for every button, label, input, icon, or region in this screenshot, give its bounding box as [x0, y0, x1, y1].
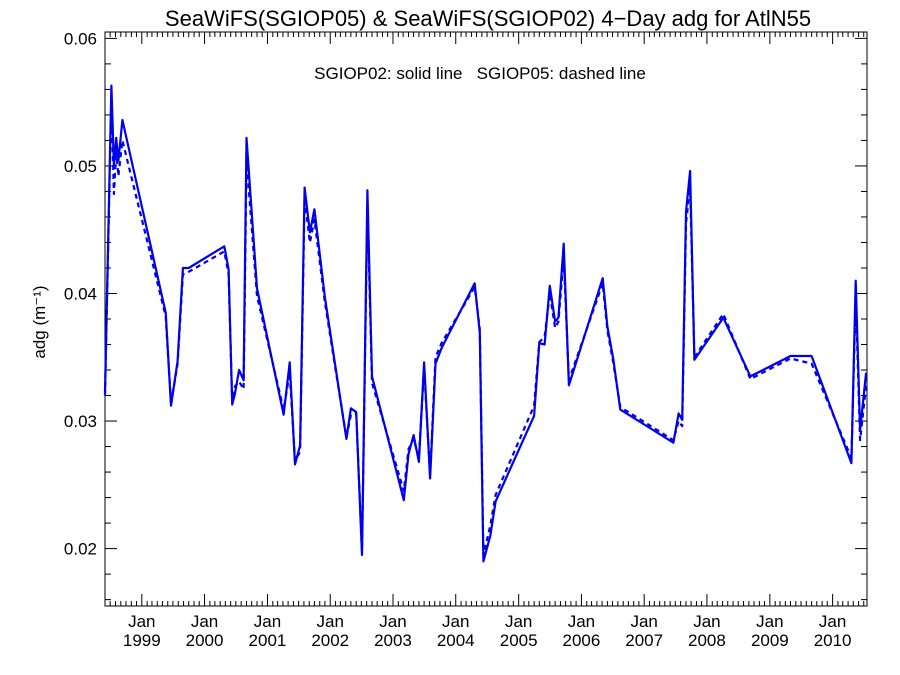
- x-tick-year-label: 2000: [186, 631, 224, 650]
- x-tick-year-label: 2009: [751, 631, 789, 650]
- plot-frame: [104, 31, 868, 607]
- x-tick-year-label: 2004: [437, 631, 475, 650]
- series-group: [103, 84, 868, 563]
- x-tick-year-label: 2002: [311, 631, 349, 650]
- y-tick-label: 0.03: [64, 412, 97, 431]
- series-line-solid: [103, 84, 868, 563]
- x-tick-year-label: 2010: [814, 631, 852, 650]
- x-tick-month-label: Jan: [819, 612, 846, 631]
- y-axis: 0.02 0.03 0.04 0.05 0.06: [64, 29, 867, 601]
- y-tick-label: 0.04: [64, 284, 97, 303]
- x-tick-year-label: 2003: [374, 631, 412, 650]
- x-tick-year-label: 2006: [563, 631, 601, 650]
- x-axis: Jan1999Jan2000Jan2001Jan2002Jan2003Jan20…: [109, 32, 865, 650]
- x-tick-year-label: 1999: [123, 631, 161, 650]
- series-line-dashed: [103, 94, 868, 557]
- x-tick-month-label: Jan: [630, 612, 657, 631]
- x-tick-month-label: Jan: [568, 612, 595, 631]
- x-tick-year-label: 2008: [688, 631, 726, 650]
- line-style-annotation: SGIOP02: solid line SGIOP05: dashed line: [314, 64, 646, 83]
- x-tick-month-label: Jan: [505, 612, 532, 631]
- y-tick-label: 0.06: [64, 29, 97, 48]
- y-tick-label: 0.05: [64, 157, 97, 176]
- x-tick-month-label: Jan: [756, 612, 783, 631]
- x-tick-year-label: 2005: [500, 631, 538, 650]
- y-tick-label: 0.02: [64, 540, 97, 559]
- x-tick-month-label: Jan: [317, 612, 344, 631]
- x-tick-year-label: 2007: [625, 631, 663, 650]
- x-tick-month-label: Jan: [191, 612, 218, 631]
- chart-title: SeaWiFS(SGIOP05) & SeaWiFS(SGIOP02) 4−Da…: [165, 6, 811, 31]
- x-tick-month-label: Jan: [379, 612, 406, 631]
- x-tick-month-label: Jan: [693, 612, 720, 631]
- x-tick-year-label: 2001: [249, 631, 287, 650]
- x-tick-month-label: Jan: [442, 612, 469, 631]
- y-axis-title: adg (m⁻¹): [30, 285, 49, 358]
- x-tick-month-label: Jan: [128, 612, 155, 631]
- x-tick-month-label: Jan: [254, 612, 281, 631]
